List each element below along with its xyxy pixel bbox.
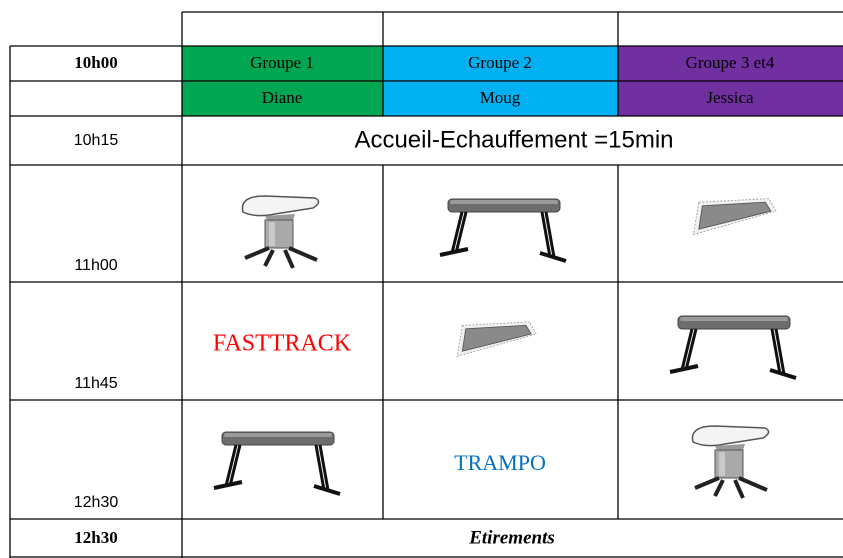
coach-name: Jessica bbox=[706, 88, 754, 107]
group-2-header bbox=[383, 46, 618, 81]
time: 12h30 bbox=[74, 528, 117, 547]
group-3-coach bbox=[618, 81, 843, 116]
group-1-header bbox=[182, 46, 383, 81]
coach-name: Moug bbox=[480, 88, 521, 107]
time: 11h45 bbox=[74, 375, 117, 392]
beam-icon bbox=[668, 314, 798, 380]
group-3-header bbox=[618, 46, 843, 81]
mat-icon bbox=[456, 321, 537, 357]
coach-name: Diane bbox=[262, 88, 303, 107]
footer-label: Etirements bbox=[468, 527, 555, 548]
vault-icon bbox=[240, 194, 321, 270]
time: 11h00 bbox=[74, 257, 117, 274]
table-grid bbox=[9, 11, 843, 558]
warmup-label: Accueil-Echauffement =15min bbox=[354, 126, 673, 153]
group-name: Groupe 1 bbox=[250, 53, 314, 72]
group-2-coach bbox=[383, 81, 618, 116]
activity-label: FASTTRACK bbox=[213, 331, 352, 357]
group-name: Groupe 2 bbox=[468, 53, 532, 72]
time: 10h15 bbox=[74, 132, 119, 149]
time: 12h30 bbox=[74, 494, 119, 511]
time: 10h00 bbox=[74, 53, 117, 72]
mat-icon bbox=[692, 198, 777, 236]
vault-icon bbox=[690, 424, 771, 500]
beam-icon bbox=[438, 197, 568, 263]
group-name: Groupe 3 et4 bbox=[686, 53, 775, 72]
beam-icon bbox=[212, 430, 342, 496]
activity-label: TRAMPO bbox=[454, 450, 546, 475]
group-1-coach bbox=[182, 81, 383, 116]
